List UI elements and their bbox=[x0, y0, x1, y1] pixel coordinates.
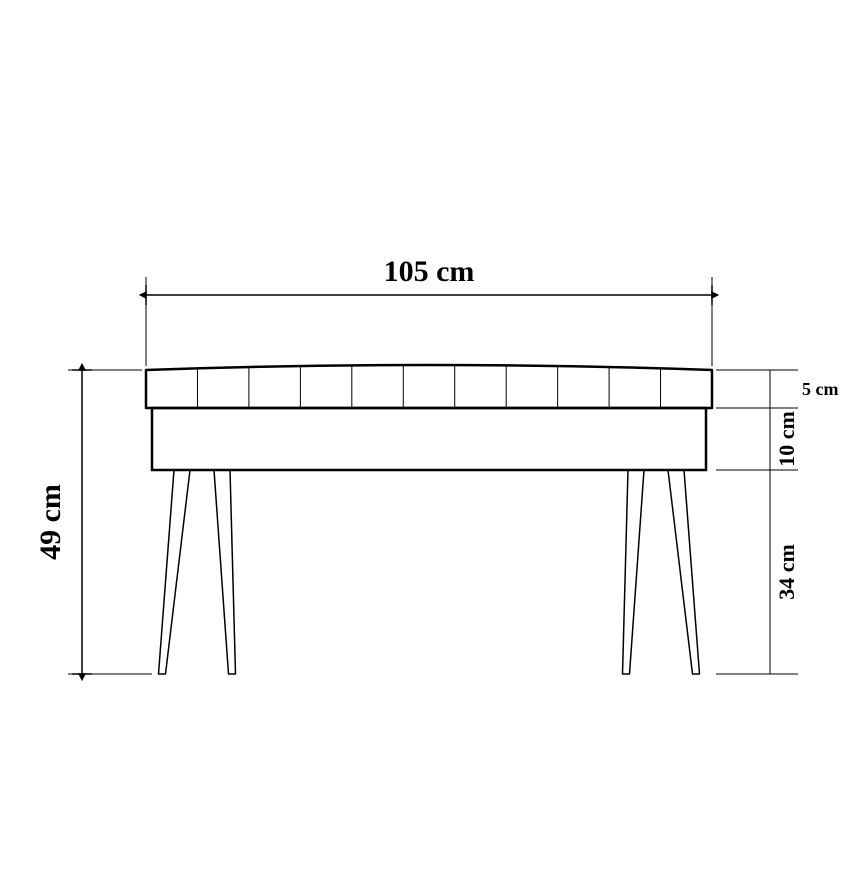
dim-label-total-height: 49 cm bbox=[34, 484, 67, 560]
bench-leg bbox=[668, 470, 700, 674]
bench-leg bbox=[623, 470, 645, 674]
bench-leg bbox=[214, 470, 236, 674]
bench-frame bbox=[152, 408, 706, 470]
bench-dimension-diagram: 105 cm 49 cm 5 cm10 cm 34 cm bbox=[0, 0, 849, 895]
dim-label-legs: 34 cm bbox=[774, 544, 799, 600]
dimension-annotations: 105 cm 49 cm 5 cm10 cm 34 cm bbox=[34, 255, 838, 674]
dim-label-width: 105 cm bbox=[384, 255, 475, 288]
bench-drawing bbox=[146, 365, 712, 674]
bench-leg bbox=[159, 470, 191, 674]
dim-label-cushion: 5 cm bbox=[802, 379, 838, 399]
cushion-outline bbox=[146, 365, 712, 408]
dim-label-frame: 10 cm bbox=[774, 411, 799, 467]
